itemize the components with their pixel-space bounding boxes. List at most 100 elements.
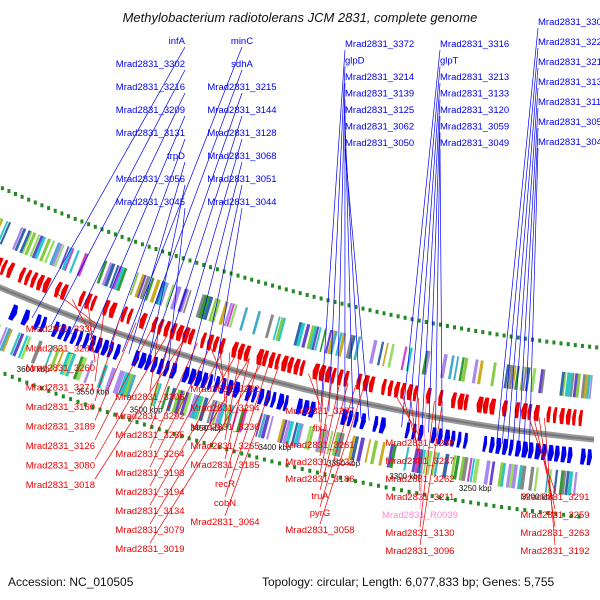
- forward-gene-label-leader: [167, 207, 186, 368]
- forward-cog-band: [483, 460, 491, 485]
- gc-dot-outer: [577, 514, 581, 519]
- forward-cog-band: [564, 470, 570, 496]
- reverse-gene-arrow: [482, 397, 490, 414]
- forward-gene-arrow: [57, 323, 66, 340]
- reverse-cog-band: [275, 317, 285, 342]
- reverse-gene-label: fixJ: [313, 423, 328, 434]
- reverse-gene-arrow: [59, 284, 69, 301]
- reverse-cog-band: [144, 277, 155, 301]
- reverse-cog-band: [208, 298, 218, 322]
- forward-gene-arrow: [404, 422, 411, 439]
- forward-gene-arrow: [100, 339, 110, 356]
- reverse-cog-band: [129, 272, 140, 296]
- forward-gene-arrow: [20, 309, 31, 326]
- gc-dot-outer: [430, 494, 434, 498]
- forward-gene-label-leader: [414, 82, 441, 430]
- gc-dot-outer: [538, 510, 542, 515]
- gc-dot-inner: [113, 232, 117, 237]
- forward-gene-arrow: [187, 368, 197, 385]
- reverse-gene-label-leader: [315, 375, 321, 423]
- reverse-gene-label-leader: [87, 305, 96, 363]
- gc-dot-inner: [67, 214, 70, 219]
- reverse-gene-arrow: [29, 272, 39, 288]
- forward-cog-band: [416, 449, 424, 474]
- reverse-gene-arrow: [552, 407, 558, 424]
- forward-cog-band: [466, 457, 473, 482]
- reverse-gene-label-leader: [319, 377, 325, 440]
- gc-dot-outer: [300, 467, 304, 471]
- gc-dot-inner: [284, 287, 288, 292]
- reverse-gene-arrow: [312, 363, 321, 380]
- gc-dot-outer: [407, 489, 411, 494]
- gc-dot-outer: [61, 394, 65, 399]
- forward-gene-label: Mrad2831_3051: [207, 174, 276, 185]
- forward-cog-band: [192, 395, 203, 420]
- gc-dot-inner: [298, 291, 302, 296]
- forward-cog-band: [293, 422, 303, 448]
- reverse-gene-arrow: [293, 358, 301, 375]
- reverse-cog-band: [277, 317, 286, 342]
- reverse-cog-band: [182, 290, 192, 314]
- gc-dot-inner: [174, 254, 178, 258]
- gc-dot-outer: [113, 412, 117, 417]
- reverse-cog-band: [376, 341, 385, 366]
- forward-gene-arrow: [137, 352, 147, 369]
- reverse-gene-label: Mrad2831_3292: [115, 411, 184, 422]
- forward-gene-label-leader: [148, 92, 243, 361]
- reverse-gene-arrow: [256, 348, 265, 366]
- forward-cog-band: [528, 466, 535, 491]
- forward-cog-band: [2, 328, 13, 352]
- forward-gene-label: Mrad2831_3302: [116, 59, 185, 70]
- forward-gene-arrow: [295, 398, 303, 415]
- forward-cog-band: [266, 416, 274, 440]
- forward-gene-label-leader: [148, 184, 186, 361]
- gc-dot-outer: [346, 477, 350, 482]
- gc-dot-outer: [225, 447, 229, 452]
- reverse-gene-arrow: [527, 403, 533, 421]
- gc-dot-inner: [188, 258, 192, 263]
- forward-cog-band: [59, 351, 72, 375]
- reverse-gene-label: Mrad2831_3130: [385, 528, 454, 539]
- reverse-cog-band: [203, 296, 214, 321]
- gc-dot-outer: [202, 440, 206, 445]
- forward-gene-label: Mrad2831_3307: [538, 17, 600, 28]
- reverse-gene-label: Mrad2831_3160: [26, 402, 95, 413]
- forward-gene-arrow: [508, 439, 514, 456]
- reverse-cog-band: [154, 280, 166, 305]
- reverse-gene-label: Mrad2831_3185: [190, 460, 259, 471]
- reverse-gene-label-leader: [94, 311, 105, 382]
- reverse-gene-label: Mrad2831_3019: [115, 544, 184, 555]
- gc-dot-inner: [467, 327, 471, 332]
- forward-cog-band: [304, 425, 313, 450]
- gc-dot-inner: [545, 339, 549, 344]
- reverse-cog-band: [319, 328, 327, 353]
- gc-dot-inner: [60, 211, 64, 216]
- reverse-gene-label: Mrad2831_R0039: [382, 510, 458, 521]
- forward-gene-label: glpT: [440, 56, 459, 67]
- forward-cog-band: [206, 399, 216, 424]
- reverse-gene-label-leader: [219, 349, 226, 403]
- forward-cog-band: [296, 423, 304, 448]
- reverse-gene-arrow: [139, 312, 148, 330]
- reverse-gene-label-leader: [149, 338, 185, 430]
- reverse-cog-band: [239, 307, 249, 331]
- forward-gene-label: Mrad2831_3047: [538, 137, 600, 148]
- reverse-cog-band: [530, 368, 537, 393]
- forward-gene-label: minC: [231, 36, 253, 47]
- forward-gene-label-leader: [518, 107, 539, 447]
- forward-cog-band: [9, 332, 21, 356]
- reverse-gene-label-leader: [149, 334, 172, 411]
- reverse-gene-arrow: [318, 364, 327, 382]
- reverse-cog-band: [575, 373, 581, 398]
- gc-dot-inner: [257, 279, 261, 284]
- gc-dot-inner: [417, 318, 421, 323]
- reverse-cog-band: [314, 327, 322, 351]
- reverse-gene-label-leader: [527, 415, 556, 492]
- reverse-gene-label-leader: [149, 346, 211, 468]
- forward-gene-arrow: [112, 343, 121, 360]
- forward-gene-label: Mrad2831_3110: [538, 97, 600, 108]
- reverse-gene-label: Mrad2831_3330: [26, 324, 95, 335]
- forward-cog-band: [179, 391, 190, 416]
- gc-dot-outer: [98, 407, 102, 412]
- reverse-gene-label: Mrad2831_3079: [115, 525, 184, 536]
